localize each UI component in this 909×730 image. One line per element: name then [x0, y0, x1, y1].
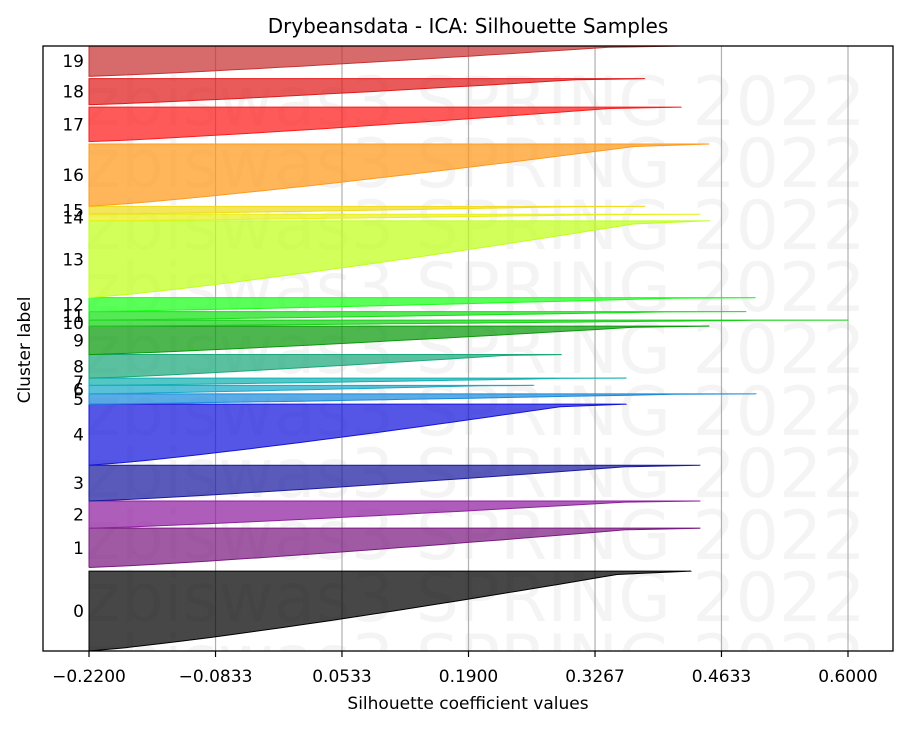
x-tick-label: −0.2200	[52, 667, 126, 687]
cluster-13-silhouette	[88, 220, 711, 299]
clusters-layer	[88, 46, 849, 651]
cluster-label-19: 19	[62, 52, 84, 72]
cluster-8-silhouette	[88, 354, 563, 379]
cluster-label-16: 16	[62, 166, 84, 186]
cluster-11-silhouette	[88, 311, 747, 321]
cluster-1-silhouette	[88, 527, 701, 568]
cluster-18-silhouette	[88, 78, 646, 106]
cluster-6-silhouette	[88, 384, 535, 395]
cluster-7-silhouette	[88, 377, 628, 386]
cluster-label-3: 3	[73, 474, 84, 494]
cluster-9-silhouette	[88, 325, 710, 356]
x-tick-label: 0.1900	[439, 667, 498, 687]
x-tick-label: 0.0533	[312, 667, 371, 687]
chart-title: Drybeansdata - ICA: Silhouette Samples	[268, 14, 669, 38]
cluster-label-18: 18	[62, 83, 84, 103]
cluster-label-14: 14	[62, 209, 84, 229]
cluster-label-7: 7	[73, 373, 84, 393]
cluster-12-silhouette	[88, 297, 756, 313]
x-tick-label: 0.6000	[818, 667, 877, 687]
cluster-label-5: 5	[73, 390, 84, 410]
cluster-label-11: 11	[62, 307, 84, 327]
x-tick-label: 0.3267	[565, 667, 624, 687]
cluster-19-silhouette	[88, 46, 682, 77]
cluster-label-6: 6	[73, 381, 84, 401]
cluster-label-12: 12	[62, 296, 84, 316]
cluster-3-silhouette	[88, 464, 701, 502]
cluster-17-silhouette	[88, 106, 682, 143]
cluster-label-1: 1	[73, 539, 84, 559]
cluster-4-silhouette	[88, 403, 628, 466]
cluster-15-silhouette	[88, 205, 646, 215]
cluster-16-silhouette	[88, 143, 710, 207]
cluster-label-10: 10	[62, 314, 84, 334]
cluster-label-13: 13	[62, 250, 84, 270]
cluster-label-2: 2	[73, 506, 84, 526]
cluster-10-silhouette	[88, 319, 849, 327]
cluster-label-17: 17	[62, 115, 84, 135]
cluster-label-4: 4	[73, 426, 84, 446]
cluster-14-silhouette	[88, 213, 701, 222]
x-tick-label: 0.4633	[692, 667, 751, 687]
cluster-0-silhouette	[88, 570, 692, 651]
x-axis-title: Silhouette coefficient values	[347, 694, 588, 714]
cluster-label-15: 15	[62, 201, 84, 221]
x-tick-label: −0.0833	[179, 667, 253, 687]
cluster-label-9: 9	[73, 331, 84, 351]
cluster-2-silhouette	[88, 500, 701, 529]
x-ticks: −0.2200 −0.0833 0.0533 0.1900 0.3267 0.4633 0.…	[52, 651, 878, 687]
cluster-5-silhouette	[88, 393, 758, 405]
y-axis-title: Cluster label	[15, 297, 35, 404]
cluster-label-0: 0	[73, 602, 84, 622]
cluster-label-8: 8	[73, 357, 84, 377]
